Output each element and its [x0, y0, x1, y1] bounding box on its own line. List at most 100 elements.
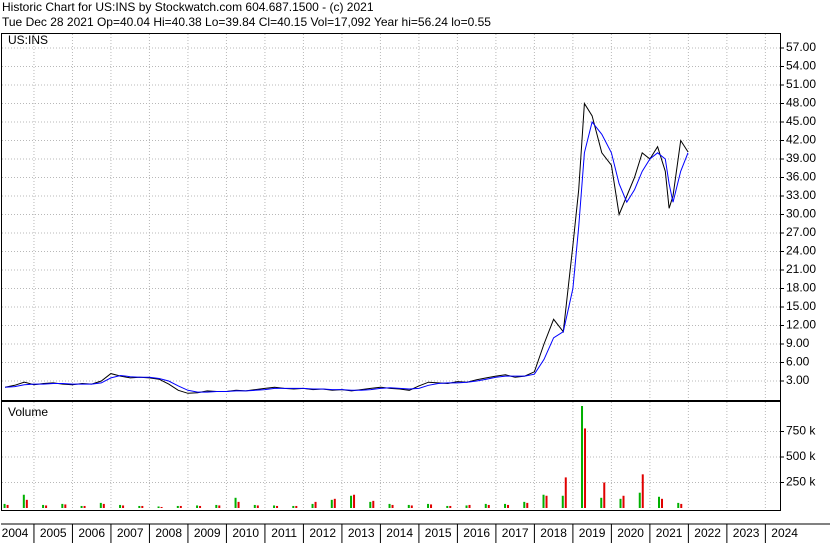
- x-tick-label: 2015: [425, 526, 452, 540]
- volume-bar: [410, 505, 413, 508]
- volume-bar: [584, 428, 587, 508]
- volume-bar: [199, 505, 202, 508]
- volume-bar: [179, 505, 182, 508]
- y-tick-label: 51.00: [786, 77, 816, 91]
- volume-bar: [119, 504, 122, 508]
- volume-bar: [561, 495, 564, 508]
- volume-bar: [619, 498, 622, 508]
- volume-bar: [545, 495, 548, 508]
- y-tick-label: 9.00: [786, 336, 810, 350]
- volume-bar: [449, 505, 452, 508]
- volume-bar: [600, 497, 603, 508]
- volume-bar: [276, 505, 279, 508]
- volume-bar: [661, 498, 664, 508]
- y-tick-label: 36.00: [786, 170, 816, 184]
- volume-bar: [292, 505, 295, 508]
- volume-bar: [484, 503, 487, 508]
- volume-bar: [603, 482, 606, 508]
- y-tick-label: 27.00: [786, 225, 816, 239]
- x-tick-label: 2012: [309, 526, 336, 540]
- volume-bar: [622, 495, 625, 508]
- volume-bar: [641, 474, 644, 508]
- volume-bar: [253, 504, 256, 508]
- volume-bar: [446, 505, 449, 508]
- panel-title: Volume: [8, 405, 48, 419]
- volume-bar: [487, 504, 490, 508]
- volume-bar: [468, 504, 471, 508]
- x-tick-label: 2017: [502, 526, 529, 540]
- volume-bar: [526, 502, 529, 508]
- y-tick-label: 30.00: [786, 207, 816, 221]
- volume-bar: [350, 495, 353, 508]
- x-tick-label: 2004: [2, 526, 29, 540]
- volume-bar: [465, 505, 468, 508]
- x-tick-label: 2010: [232, 526, 259, 540]
- volume-bar: [141, 505, 144, 508]
- x-tick-label: 2018: [540, 526, 567, 540]
- volume-bar: [581, 406, 584, 508]
- volume-bar: [680, 503, 683, 508]
- volume-bar: [176, 505, 179, 508]
- volume-bar: [391, 504, 394, 508]
- volume-bar: [330, 499, 333, 508]
- y-tick-label: 57.00: [786, 40, 816, 54]
- x-tick-label: 2011: [271, 526, 297, 540]
- x-tick-label: 2013: [348, 526, 375, 540]
- x-tick-label: 2007: [117, 526, 144, 540]
- volume-bar: [160, 506, 163, 508]
- x-tick-label: 2022: [694, 526, 721, 540]
- y-tick-label: 24.00: [786, 244, 816, 258]
- x-tick-label: 2014: [386, 526, 413, 540]
- x-tick-label: 2009: [194, 526, 221, 540]
- volume-bar: [638, 492, 641, 508]
- volume-bar: [83, 505, 86, 508]
- volume-bar: [102, 503, 105, 508]
- y-tick-label: 500 k: [786, 449, 816, 463]
- volume-bar: [295, 505, 298, 508]
- volume-bar: [314, 501, 317, 508]
- volume-bar: [523, 501, 526, 508]
- volume-bar: [564, 477, 567, 508]
- volume-frame: [1, 401, 781, 511]
- volume-bar: [42, 504, 45, 508]
- y-tick-label: 750 k: [786, 424, 816, 438]
- volume-bar: [237, 501, 240, 508]
- volume-bar: [234, 497, 237, 508]
- price-line: [5, 120, 689, 393]
- volume-bar: [427, 503, 430, 508]
- volume-bar: [372, 500, 375, 508]
- x-tick-label: 2006: [78, 526, 105, 540]
- y-tick-label: 33.00: [786, 188, 816, 202]
- volume-bar: [22, 494, 25, 508]
- volume-bar: [407, 504, 410, 508]
- y-tick-label: 45.00: [786, 114, 816, 128]
- y-tick-label: 3.00: [786, 373, 810, 387]
- y-tick-label: 6.00: [786, 355, 810, 369]
- volume-bar: [6, 504, 9, 508]
- volume-bar: [311, 503, 314, 508]
- volume-bar: [677, 502, 680, 508]
- y-tick-label: 42.00: [786, 133, 816, 147]
- y-tick-label: 39.00: [786, 151, 816, 165]
- x-tick-label: 2024: [771, 526, 798, 540]
- volume-bar: [99, 502, 102, 508]
- volume-bar: [430, 504, 433, 508]
- volume-bar: [45, 505, 48, 508]
- volume-bar: [218, 505, 221, 508]
- volume-bar: [157, 506, 160, 508]
- y-tick-label: 12.00: [786, 318, 816, 332]
- volume-bar: [333, 498, 336, 508]
- volume-bar: [507, 504, 510, 508]
- y-tick-label: 54.00: [786, 59, 816, 73]
- volume-bar: [61, 503, 64, 508]
- volume-bar: [353, 494, 356, 508]
- header-line: Historic Chart for US:INS by Stockwatch.…: [2, 0, 374, 14]
- volume-bar: [80, 505, 83, 508]
- volume-bar: [64, 504, 67, 508]
- volume-bar: [138, 505, 141, 508]
- volume-bar: [542, 494, 545, 508]
- price-line: [5, 101, 689, 394]
- y-tick-label: 21.00: [786, 262, 816, 276]
- volume-bar: [504, 503, 507, 508]
